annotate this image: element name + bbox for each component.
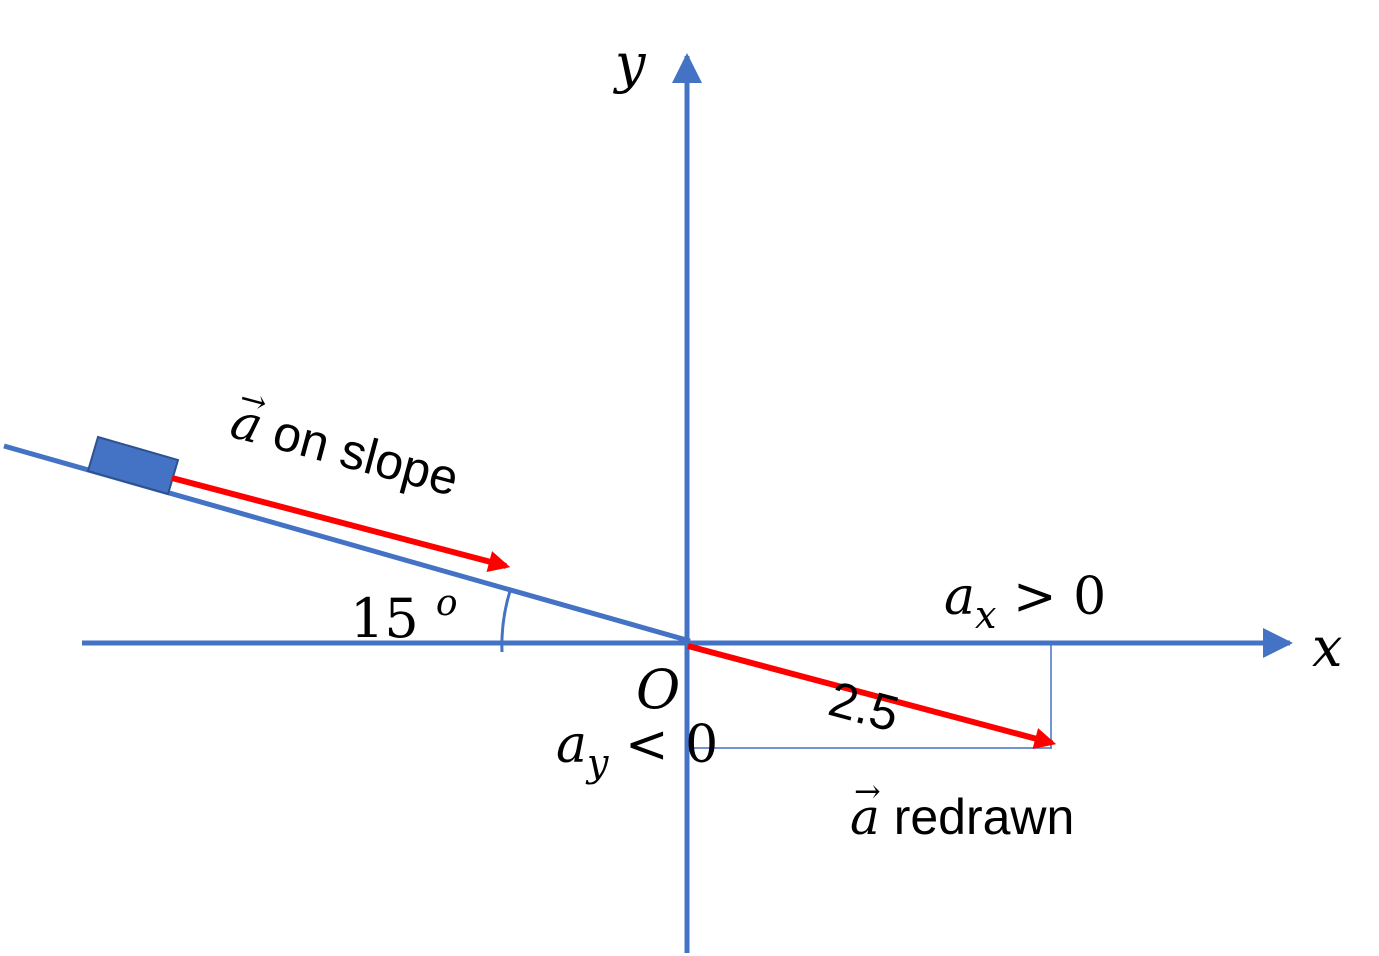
redrawn-caption: redrawn	[880, 789, 1075, 845]
y-axis-label: y	[613, 32, 647, 95]
angle-label: 15 o	[350, 583, 458, 650]
acceleration-vector-on-slope	[171, 475, 511, 573]
redrawn-vector-symbol: a	[850, 788, 880, 846]
x-axis-label: x	[1312, 616, 1342, 679]
ay-subscript: y	[585, 741, 609, 785]
ay-label: ay < 0	[556, 715, 718, 785]
angle-arc	[500, 590, 512, 653]
acceleration-vector-redrawn	[687, 643, 1057, 749]
magnitude-label-group: 2.5	[823, 671, 905, 743]
origin-label: O	[636, 658, 680, 721]
magnitude-label: 2.5	[823, 671, 905, 743]
block	[86, 435, 180, 496]
angle-value: 15	[350, 587, 419, 650]
redrawn-vector-arrow: →	[854, 772, 881, 810]
ay-relation: < 0	[608, 715, 718, 775]
ay-symbol: a	[556, 715, 587, 775]
ax-label: ax > 0	[944, 567, 1106, 637]
ax-relation: > 0	[996, 567, 1106, 627]
redrawn-label: a redrawn	[850, 788, 1074, 846]
on-slope-text: a on slope	[225, 392, 465, 508]
on-slope-caption: on slope	[254, 400, 465, 507]
on-slope-label: → a on slope	[225, 379, 465, 508]
ax-symbol: a	[944, 567, 975, 627]
angle-degree-mark: o	[436, 583, 458, 624]
ax-subscript: x	[975, 593, 996, 637]
